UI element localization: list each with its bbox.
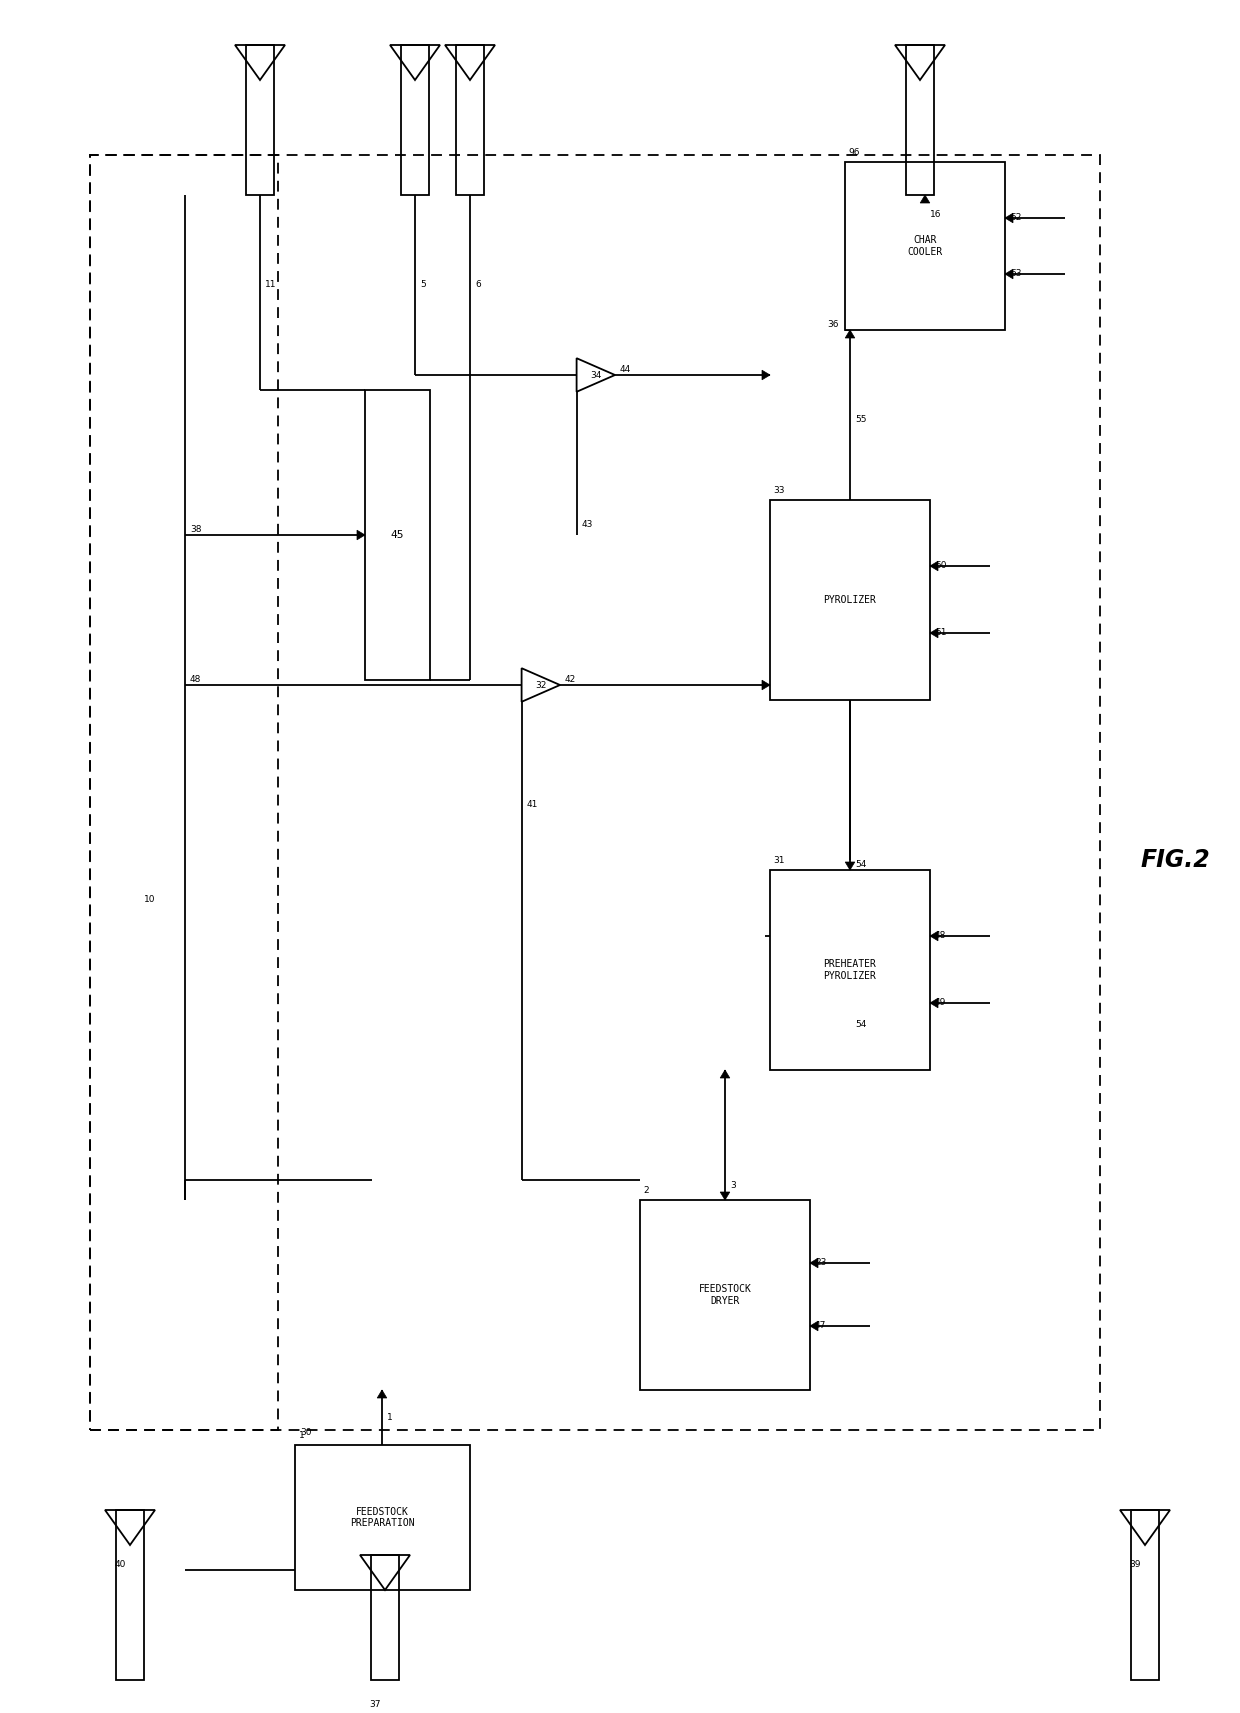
Text: 51: 51 [935, 629, 946, 637]
Bar [906, 45, 934, 195]
Text: 44: 44 [620, 365, 631, 373]
Text: 3: 3 [730, 1180, 735, 1191]
Text: 54: 54 [856, 1019, 867, 1030]
Bar [456, 45, 484, 195]
Text: 33: 33 [774, 486, 785, 495]
Polygon shape [930, 999, 937, 1007]
Text: 16: 16 [930, 211, 941, 219]
Polygon shape [577, 358, 615, 392]
Text: FEEDSTOCK
PREPARATION: FEEDSTOCK PREPARATION [350, 1507, 415, 1528]
Text: PYROLIZER: PYROLIZER [823, 594, 877, 605]
Text: 50: 50 [935, 560, 946, 570]
Text: 55: 55 [856, 415, 867, 425]
Bar [91, 154, 1100, 1430]
Bar [91, 154, 278, 1430]
Text: 1: 1 [299, 1430, 305, 1441]
Text: CHAR
COOLER: CHAR COOLER [908, 235, 942, 257]
Text: 41: 41 [527, 800, 538, 809]
Text: PREHEATER
PYROLIZER: PREHEATER PYROLIZER [823, 959, 877, 982]
Bar [246, 45, 274, 195]
Polygon shape [720, 1192, 730, 1201]
Text: 45: 45 [391, 529, 404, 540]
Polygon shape [810, 1321, 818, 1331]
Bar [371, 1555, 399, 1680]
Text: 2: 2 [644, 1185, 650, 1196]
Polygon shape [522, 668, 560, 702]
Text: 40: 40 [114, 1561, 125, 1569]
Text: 42: 42 [565, 675, 577, 683]
Text: 43: 43 [582, 521, 593, 529]
Polygon shape [810, 1259, 818, 1268]
Text: 32: 32 [536, 680, 547, 690]
Polygon shape [1004, 269, 1013, 279]
Bar [365, 391, 430, 680]
Text: FEEDSTOCK
DRYER: FEEDSTOCK DRYER [698, 1285, 751, 1305]
Text: 5: 5 [420, 279, 425, 289]
Polygon shape [377, 1389, 387, 1398]
Text: 48: 48 [935, 930, 946, 940]
Text: 30: 30 [300, 1429, 311, 1437]
Text: FIG.2: FIG.2 [1140, 848, 1210, 872]
Bar [640, 1201, 810, 1389]
Text: 34: 34 [590, 370, 601, 380]
Polygon shape [763, 370, 770, 380]
Bar [770, 870, 930, 1071]
Polygon shape [846, 862, 854, 870]
Bar [295, 1446, 470, 1590]
Text: 23: 23 [815, 1257, 826, 1268]
Text: 38: 38 [190, 524, 201, 534]
Bar [117, 1509, 144, 1680]
Text: 47: 47 [815, 1321, 826, 1329]
Text: 6: 6 [475, 279, 481, 289]
Polygon shape [1004, 212, 1013, 223]
Text: 49: 49 [935, 999, 946, 1007]
Bar [770, 500, 930, 701]
Text: 54: 54 [856, 860, 867, 868]
Polygon shape [846, 331, 854, 337]
Polygon shape [930, 932, 937, 940]
Text: 37: 37 [370, 1699, 381, 1710]
Polygon shape [920, 195, 930, 204]
Text: 1: 1 [387, 1413, 393, 1422]
Bar [844, 163, 1004, 331]
Polygon shape [930, 562, 937, 570]
Polygon shape [763, 680, 770, 690]
Bar [401, 45, 429, 195]
Text: 36: 36 [827, 320, 838, 329]
Bar [1131, 1509, 1159, 1680]
Polygon shape [720, 1071, 730, 1077]
Text: 10: 10 [144, 896, 155, 904]
Text: 11: 11 [265, 279, 277, 289]
Text: 31: 31 [774, 856, 785, 865]
Text: 52: 52 [1011, 212, 1022, 223]
Text: 63: 63 [1011, 269, 1022, 278]
Text: 96: 96 [848, 147, 861, 158]
Polygon shape [357, 531, 365, 540]
Text: 39: 39 [1130, 1561, 1141, 1569]
Polygon shape [930, 629, 937, 637]
Text: 48: 48 [190, 675, 201, 683]
